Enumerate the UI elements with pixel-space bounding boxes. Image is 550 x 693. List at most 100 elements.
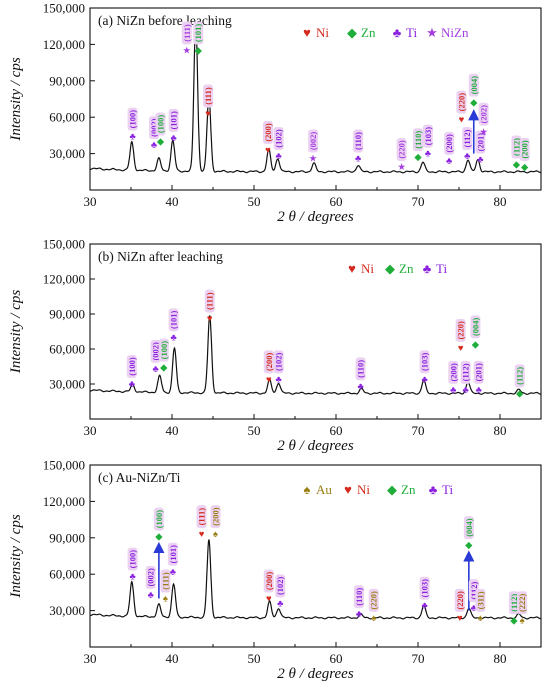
y-tick-label: 150,000 <box>43 458 85 473</box>
x-tick-label: 70 <box>412 194 425 209</box>
hkl-label: (220) <box>369 591 379 610</box>
hkl-tag-bg <box>455 318 466 342</box>
peak-marker-zn-icon: ◆ <box>516 389 524 399</box>
peak-hkl-tag: (110) <box>353 129 364 153</box>
peak-marker-ti-icon: ♣ <box>421 375 427 385</box>
y-tick-label: 90,000 <box>49 307 85 322</box>
peak-marker-ti-icon: ♣ <box>446 157 452 167</box>
legend-ti-icon: ♣ <box>423 261 432 276</box>
peak-marker-ni-icon: ♥ <box>205 110 211 120</box>
peak-marker-zn-icon: ◆ <box>513 161 521 171</box>
peak-hkl-tag: (101) <box>167 542 178 566</box>
peak-marker-ni-icon: ♥ <box>199 530 205 540</box>
peak-marker-ti-icon: ♣ <box>464 152 470 162</box>
peak-hkl-tag: (100) <box>153 507 164 531</box>
peak-marker-zn-icon: ◆ <box>195 46 203 56</box>
hkl-label: (222) <box>517 593 527 612</box>
x-tick-label: 50 <box>248 651 261 666</box>
peak-hkl-tag: (222) <box>517 591 528 615</box>
y-axis-label: Intensity / cps <box>8 290 24 374</box>
hkl-tag-bg <box>145 565 156 589</box>
peak-hkl-tag: (112) <box>511 135 522 159</box>
legend-zn-icon: ◆ <box>387 482 397 497</box>
peak-hkl-tag: (103) <box>419 576 430 600</box>
y-tick-label: 60,000 <box>49 567 85 582</box>
hkl-label: (112) <box>511 138 521 156</box>
hkl-label: (200) <box>444 134 454 153</box>
y-tick-label: 60,000 <box>49 342 85 357</box>
peak-hkl-tag: (111) <box>160 569 171 593</box>
y-axis-label: Intensity / cps <box>8 57 24 141</box>
peak-marker-zn-icon: ◆ <box>521 163 529 173</box>
peak-marker-ti-icon: ♣ <box>170 568 176 578</box>
peak-hkl-tag: (100) <box>155 112 166 136</box>
legend-zn-icon: ◆ <box>385 261 395 276</box>
peak-hkl-tag: (112) <box>514 364 525 388</box>
peak-marker-zn-icon: ◆ <box>414 153 422 163</box>
legend-ti-label: Ti <box>406 25 417 40</box>
hkl-tag-bg <box>514 364 525 388</box>
peak-marker-zn-icon: ◆ <box>160 364 168 374</box>
peak-hkl-tag: (110) <box>355 357 366 381</box>
peak-hkl-tag: (100) <box>126 355 137 378</box>
peak-marker-ti-icon: ♣ <box>355 154 361 164</box>
peak-hkl-tag: (002) <box>150 339 161 363</box>
hkl-tag-bg <box>273 350 284 374</box>
legend-au-label: Au <box>316 482 332 497</box>
hkl-tag-bg <box>462 127 473 151</box>
panel-title: (b) NiZn after leaching <box>98 249 223 264</box>
hkl-label: (112) <box>469 582 479 600</box>
peak-marker-ti-icon: ♣ <box>477 156 483 166</box>
legend-nizn-label: NiZn <box>441 25 469 40</box>
peak-hkl-tag: (112) <box>508 591 519 615</box>
hkl-tag-bg <box>308 129 319 153</box>
legend-zn-label: Zn <box>361 25 376 40</box>
x-tick-label: 80 <box>494 194 507 209</box>
hkl-tag-bg <box>353 585 364 609</box>
peak-marker-ti-icon: ♣ <box>356 610 362 620</box>
peak-hkl-tag: (200) <box>262 120 273 144</box>
hkl-label: (101) <box>193 24 203 43</box>
hkl-label: (102) <box>274 352 284 371</box>
peak-hkl-tag: (101) <box>168 308 179 332</box>
hkl-tag-bg <box>273 127 284 151</box>
hkl-label: (111) <box>203 87 213 105</box>
peak-hkl-tag: (004) <box>470 315 481 339</box>
hkl-label: (101) <box>169 111 179 130</box>
x-tick-label: 30 <box>84 423 97 438</box>
xrd-trace <box>90 22 541 174</box>
hkl-label: (111) <box>205 292 215 310</box>
peak-hkl-tag: (110) <box>353 585 364 609</box>
hkl-label: (111) <box>182 24 192 42</box>
hkl-label: (103) <box>423 127 433 146</box>
hkl-label: (110) <box>356 360 366 378</box>
hkl-tag-bg <box>519 137 530 161</box>
hkl-label: (200) <box>448 363 458 382</box>
legend-ti-icon: ♣ <box>393 25 402 40</box>
peak-marker-ti-icon: ♣ <box>130 133 136 143</box>
hkl-tag-bg <box>168 308 179 332</box>
hkl-tag-bg <box>422 124 433 148</box>
hkl-label: (220) <box>455 591 465 610</box>
hkl-tag-bg <box>517 591 528 615</box>
x-axis-label: 2 θ / degrees <box>277 209 354 225</box>
hkl-tag-bg <box>460 360 471 384</box>
peak-marker-ti-icon: ♣ <box>148 591 154 601</box>
peak-hkl-tag: (111) <box>204 289 215 313</box>
peak-marker-ti-icon: ♣ <box>171 134 177 144</box>
peak-hkl-tag: (103) <box>419 350 430 374</box>
peak-hkl-tag: (201) <box>473 360 484 384</box>
peak-marker-ti-icon: ♣ <box>152 365 158 375</box>
panel-title: (c) Au-NiZn/Ti <box>98 470 181 485</box>
hkl-label: (002) <box>149 118 159 137</box>
hkl-label: (201) <box>475 133 485 152</box>
peak-marker-au-icon: ♠ <box>163 594 168 604</box>
hkl-tag-bg <box>355 357 366 381</box>
panel-c: 30 40 50 60 70 80 30,000 60,000 90,000 120,000 150… <box>8 458 542 682</box>
peak-marker-ti-icon: ♣ <box>476 386 482 396</box>
legend-nizn-icon: ★ <box>426 25 438 40</box>
peak-hkl-tag: (111) <box>203 84 214 108</box>
hkl-tag-bg <box>511 135 522 159</box>
hkl-tag-bg <box>508 591 519 615</box>
peak-hkl-tag: (200) <box>448 360 459 384</box>
